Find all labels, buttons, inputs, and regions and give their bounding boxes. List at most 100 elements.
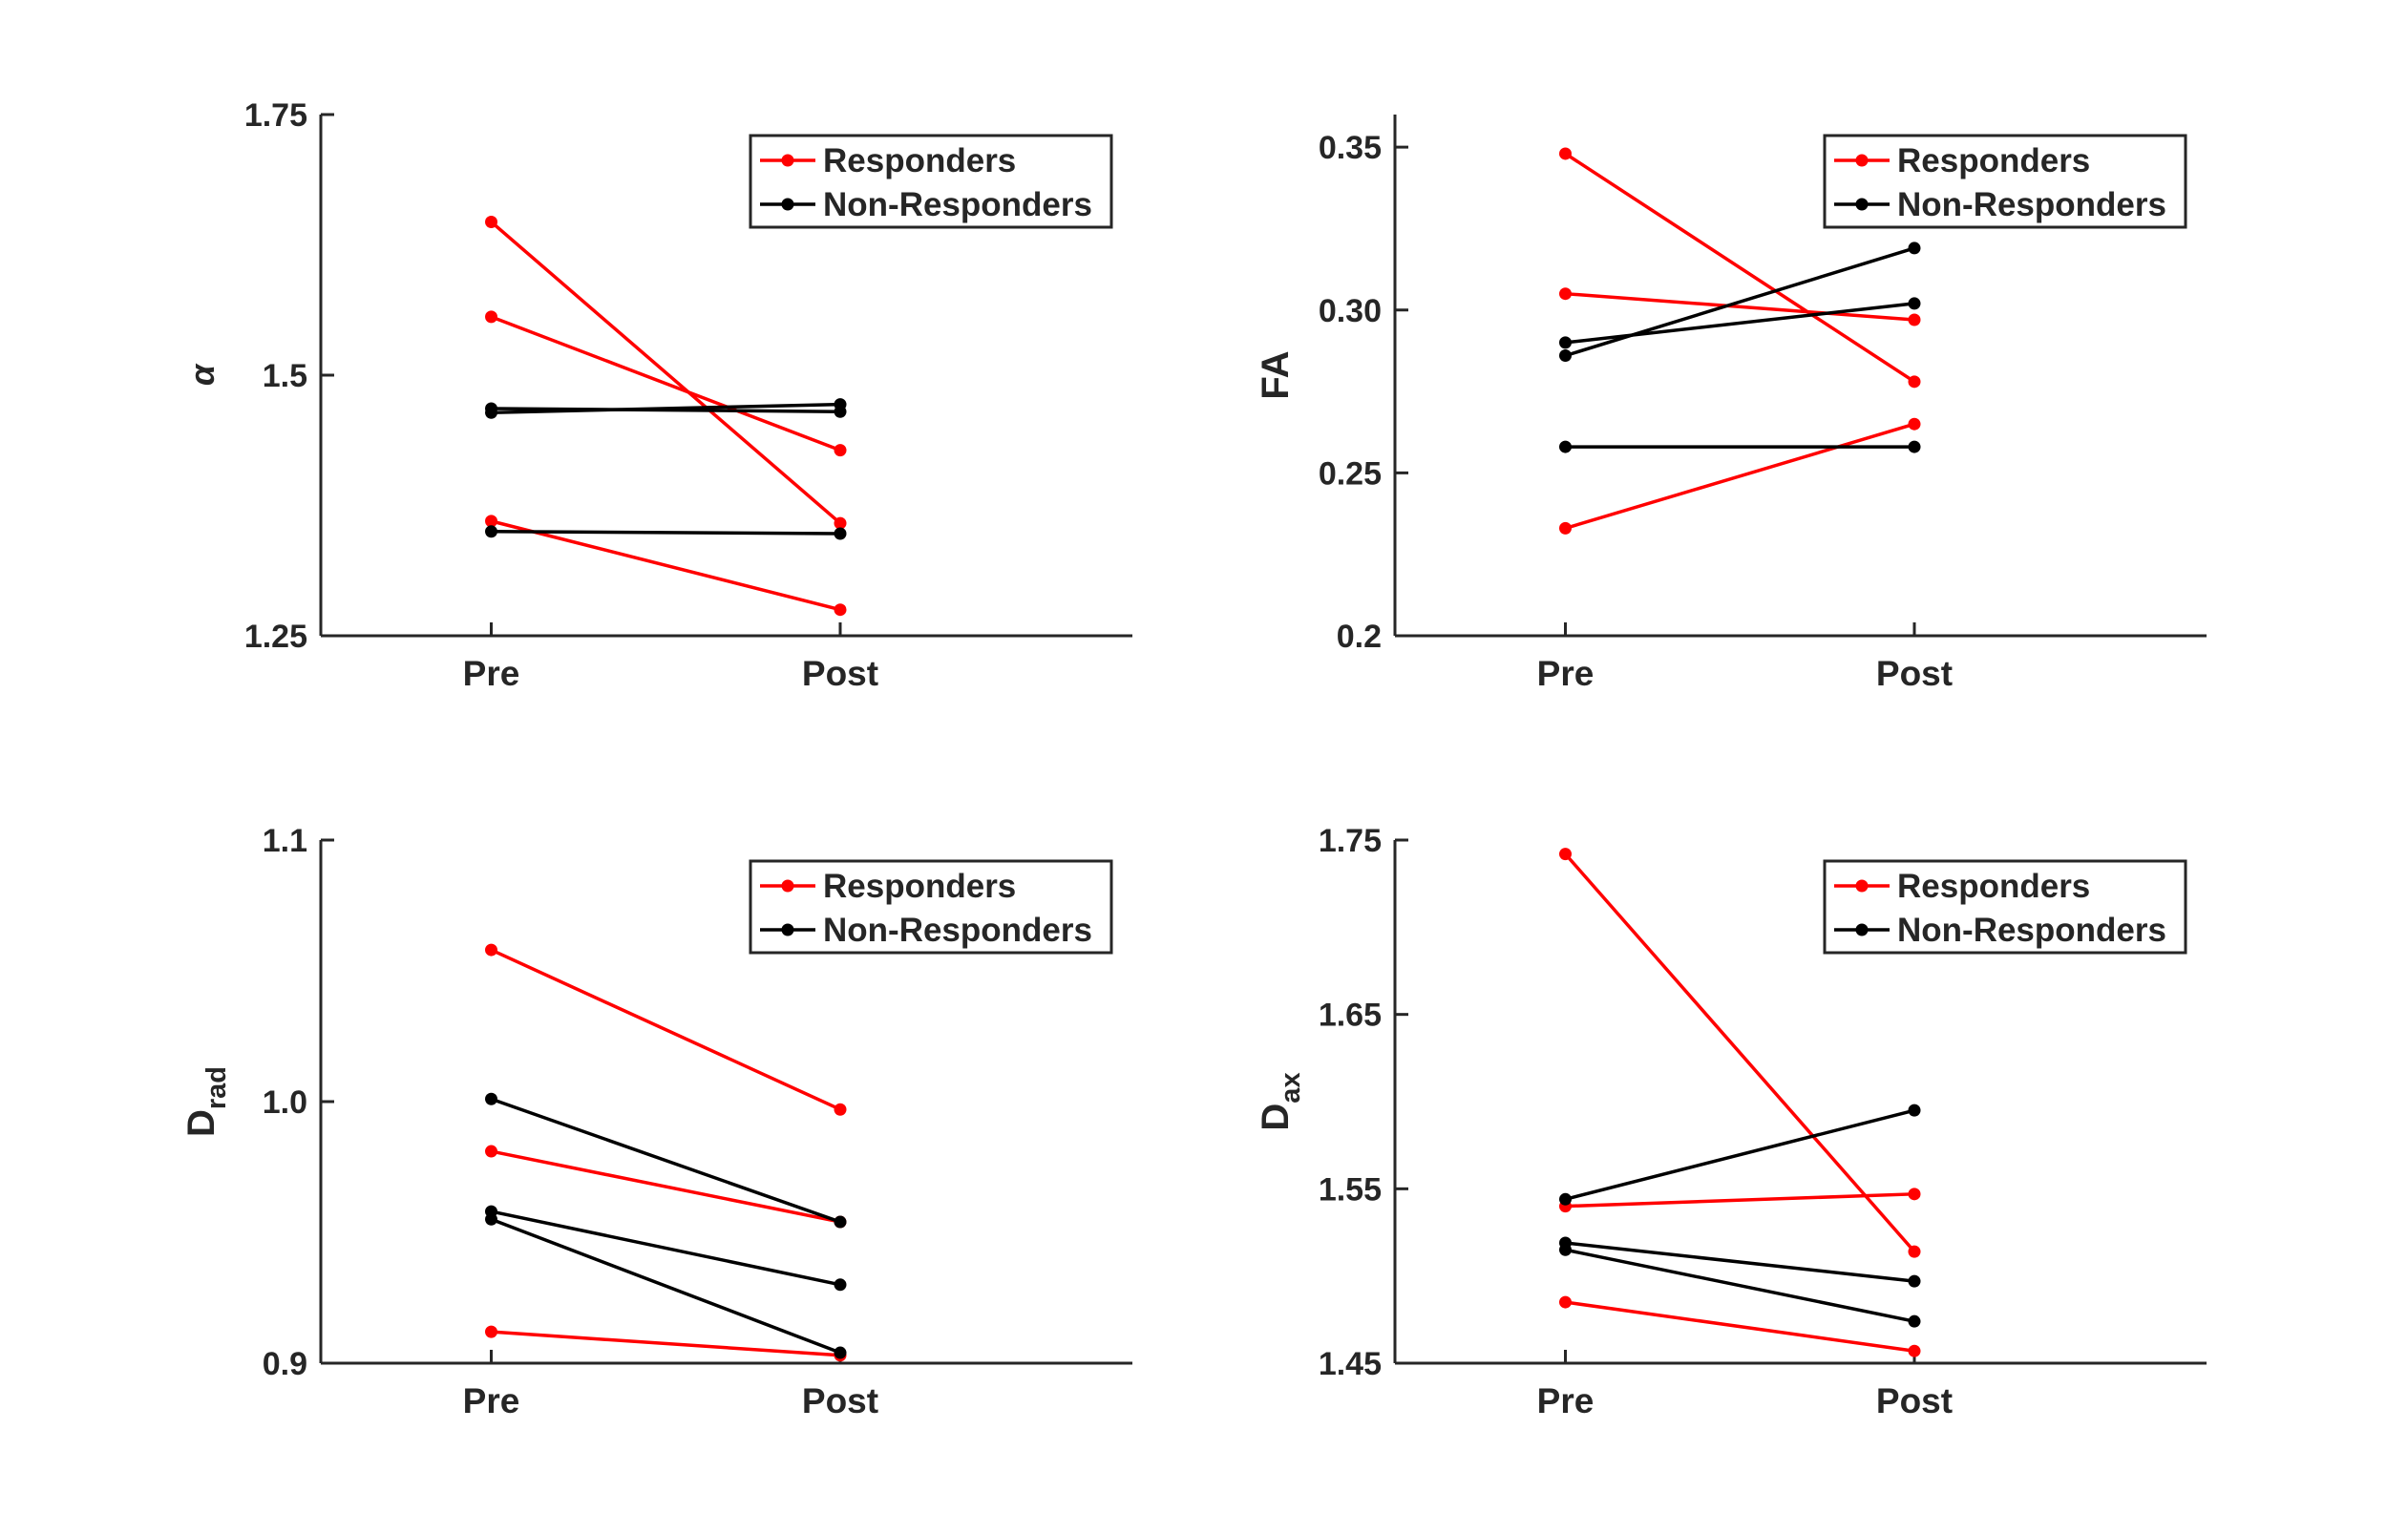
data-point-responders	[1908, 313, 1921, 326]
data-point-responders	[1908, 1188, 1921, 1201]
chart-panel-2: 0.2 0.25 0.30 0.35 Pre Post FA Responders Non-Re…	[1255, 115, 2207, 693]
chart-panel-1: 1.25 1.5 1.75 Pre Post α Responders Non-Respond…	[182, 97, 1132, 693]
series-line-responders	[490, 221, 842, 525]
data-point-responders	[1559, 1295, 1572, 1309]
legend-marker-responders	[1855, 879, 1869, 893]
data-point-non_responders	[834, 1215, 847, 1229]
y-tick-label: 1.55	[1319, 1171, 1382, 1208]
data-point-non_responders	[1908, 1314, 1921, 1328]
data-point-responders	[485, 515, 497, 528]
series-line-non_responders	[1565, 1241, 1915, 1283]
data-point-non_responders	[1908, 242, 1921, 255]
legend-marker-non_responders	[781, 198, 794, 211]
legend-label-responders: Responders	[1897, 142, 2090, 179]
legend-marker-non_responders	[1855, 923, 1869, 936]
series-line-non_responders	[491, 402, 841, 415]
data-point-responders	[1908, 375, 1921, 389]
legend-label-non_responders: Non-Responders	[1897, 912, 2166, 949]
x-tick-label: Pre	[1537, 1381, 1595, 1420]
legend: Responders Non-Responders	[1823, 134, 2187, 229]
data-point-non_responders	[1559, 440, 1572, 453]
legend-marker-responders	[1855, 154, 1869, 167]
legend-box	[1823, 134, 2187, 229]
data-point-non_responders	[1559, 336, 1572, 349]
series-line-non_responders	[491, 1209, 841, 1287]
data-point-responders	[485, 310, 497, 324]
data-point-responders	[834, 1103, 847, 1116]
y-tick-label: 1.5	[263, 358, 307, 394]
data-point-non_responders	[485, 1092, 497, 1105]
legend-label-responders: Responders	[823, 142, 1016, 179]
y-axis-label-main: D	[180, 1109, 222, 1137]
data-point-responders	[1559, 521, 1572, 535]
legend-box	[749, 134, 1113, 229]
x-tick-label: Pre	[463, 654, 520, 693]
data-point-responders	[485, 215, 497, 228]
data-point-responders	[834, 516, 847, 530]
series-line-responders	[491, 1330, 841, 1357]
data-point-non_responders	[485, 525, 497, 538]
y-tick-label: 1.75	[1319, 823, 1382, 859]
chart-panel-4: 1.45 1.55 1.65 1.75 Pre Post Dax Responders Non-…	[1255, 823, 2207, 1420]
y-axis-label-subscript: ax	[1276, 1072, 1306, 1103]
series-line-responders	[491, 1149, 841, 1224]
legend-marker-non_responders	[781, 923, 794, 936]
data-point-responders	[1559, 848, 1572, 861]
series-line-responders	[490, 315, 841, 452]
legend-box	[749, 859, 1113, 955]
y-axis-label: α	[182, 363, 222, 386]
y-tick-label: 1.0	[263, 1084, 307, 1121]
data-point-responders	[1908, 417, 1921, 431]
data-point-responders	[1559, 287, 1572, 301]
legend-label-non_responders: Non-Responders	[823, 186, 1092, 223]
y-axis-label-main: D	[1255, 1104, 1297, 1131]
x-tick-label: Post	[802, 654, 878, 693]
y-axis-label: Drad	[180, 1066, 232, 1137]
chart-panel-3: 0.9 1.0 1.1 Pre Post Drad Responders Non-Respon…	[180, 823, 1132, 1420]
y-tick-label: 1.65	[1319, 998, 1382, 1034]
data-point-non_responders	[1908, 440, 1921, 453]
series-line-non_responders	[1565, 1108, 1915, 1201]
y-axis-label-subscript: rad	[201, 1066, 232, 1109]
y-tick-label: 0.2	[1337, 619, 1382, 655]
data-point-responders	[834, 444, 847, 457]
series-line-responders	[1564, 152, 1915, 384]
x-tick-label: Post	[802, 1381, 878, 1420]
data-point-non_responders	[834, 398, 847, 411]
data-point-non_responders	[1908, 1274, 1921, 1288]
y-tick-label: 0.9	[263, 1346, 307, 1382]
y-axis-label: FA	[1255, 350, 1297, 399]
data-point-responders	[1908, 1344, 1921, 1357]
legend-label-non_responders: Non-Responders	[823, 912, 1092, 949]
y-tick-label: 1.25	[244, 619, 307, 655]
series-line-responders	[490, 948, 841, 1111]
legend: Responders Non-Responders	[1823, 859, 2187, 955]
data-point-responders	[485, 1325, 497, 1338]
data-point-non_responders	[1559, 1243, 1572, 1256]
data-point-non_responders	[485, 1212, 497, 1226]
y-tick-label: 1.1	[263, 823, 307, 859]
data-point-non_responders	[485, 406, 497, 419]
data-point-responders	[1559, 147, 1572, 160]
series-line-non_responders	[1564, 246, 1915, 358]
x-tick-label: Post	[1876, 1381, 1953, 1420]
series-line-responders	[1565, 1300, 1915, 1353]
legend-marker-responders	[781, 154, 794, 167]
x-tick-label: Post	[1876, 654, 1953, 693]
series-line-responders	[1565, 1192, 1915, 1209]
y-tick-label: 1.45	[1319, 1346, 1382, 1382]
series-line-responders	[1565, 291, 1915, 322]
x-tick-label: Pre	[1537, 654, 1595, 693]
series-line-non_responders	[490, 1097, 841, 1224]
x-tick-label: Pre	[463, 1381, 520, 1420]
data-point-responders	[834, 603, 847, 617]
legend: Responders Non-Responders	[749, 134, 1113, 229]
y-tick-label: 0.25	[1319, 455, 1382, 492]
data-point-responders	[485, 1145, 497, 1158]
y-axis-label: Dax	[1255, 1072, 1306, 1130]
data-point-non_responders	[1559, 349, 1572, 363]
legend-label-non_responders: Non-Responders	[1897, 186, 2166, 223]
series-line-non_responders	[490, 1217, 841, 1355]
series-line-non_responders	[1565, 1248, 1915, 1323]
